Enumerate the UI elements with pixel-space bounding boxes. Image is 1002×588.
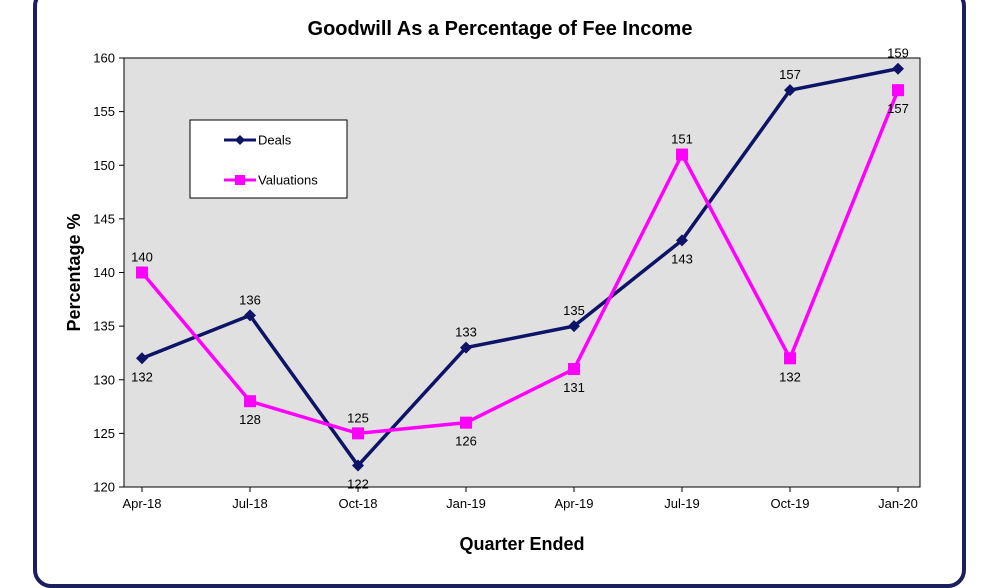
data-label-valuations: 131	[563, 380, 585, 395]
x-tick-label: Apr-19	[554, 496, 593, 511]
data-point-deals	[784, 84, 796, 97]
series-line-valuations	[140, 89, 900, 436]
legend-marker	[235, 175, 245, 185]
legend-label-deals: Deals	[258, 133, 292, 148]
y-tick-label: 140	[93, 265, 115, 280]
y-tick-label: 150	[93, 158, 115, 173]
data-point-valuations	[460, 416, 472, 429]
x-tick-label: Jul-19	[664, 496, 699, 511]
y-tick-label: 130	[93, 372, 115, 387]
series-layer: 132 136 122 133 135 143 157 159 140 128 125 126 131 1…	[131, 46, 909, 492]
data-point-deals	[244, 309, 256, 322]
data-point-valuations	[352, 427, 364, 440]
chart: Goodwill As a Percentage of Fee Income 1…	[64, 18, 921, 554]
y-axis-title: Percentage %	[64, 213, 84, 331]
data-label-deals: 157	[779, 67, 801, 82]
x-axis: Apr-18 Jul-18 Oct-18 Jan-19 Apr-19 Jul-19 Oct-…	[122, 487, 918, 511]
data-label-deals: 133	[455, 325, 477, 340]
data-label-valuations: 157	[887, 101, 909, 116]
data-label-deals: 143	[671, 251, 693, 266]
x-tick-label: Jan-20	[878, 496, 918, 511]
x-tick-label: Oct-19	[770, 496, 809, 511]
data-label-deals: 136	[239, 292, 261, 307]
data-label-valuations: 125	[347, 410, 369, 425]
y-axis: 120 125 130 135 140 145 150 155 160	[93, 51, 124, 495]
data-point-valuations	[136, 266, 148, 279]
data-point-deals	[460, 341, 472, 354]
data-label-valuations: 128	[239, 412, 261, 427]
x-tick-label: Jan-19	[446, 496, 486, 511]
x-tick-label: Apr-18	[122, 496, 161, 511]
y-tick-label: 160	[93, 51, 115, 66]
data-label-valuations: 126	[455, 434, 477, 449]
chart-title: Goodwill As a Percentage of Fee Income	[308, 18, 693, 40]
y-tick-label: 120	[93, 480, 115, 495]
y-tick-label: 145	[93, 211, 115, 226]
data-point-valuations	[784, 352, 796, 365]
legend-box	[189, 119, 348, 199]
x-tick-label: Oct-18	[338, 496, 377, 511]
data-point-valuations	[568, 363, 580, 376]
data-point-deals	[892, 62, 904, 75]
data-label-valuations: 151	[671, 132, 693, 147]
data-point-deals	[352, 459, 364, 472]
data-point-valuations	[676, 148, 688, 161]
data-label-deals: 132	[131, 369, 153, 384]
data-label-deals: 122	[347, 477, 369, 492]
data-point-deals	[568, 320, 580, 333]
data-label-valuations: 140	[131, 250, 153, 265]
data-point-valuations	[892, 84, 904, 97]
data-label-deals: 135	[563, 303, 585, 318]
y-tick-label: 125	[93, 426, 115, 441]
y-tick-label: 155	[93, 104, 115, 119]
y-tick-label: 135	[93, 319, 115, 334]
legend: Deals Valuations	[189, 119, 348, 199]
x-axis-title: Quarter Ended	[459, 534, 584, 554]
data-label-deals: 159	[887, 46, 909, 61]
legend-marker	[235, 135, 245, 145]
data-point-valuations	[244, 395, 256, 408]
data-point-deals	[136, 352, 148, 365]
data-label-valuations: 132	[779, 369, 801, 384]
x-tick-label: Jul-18	[232, 496, 267, 511]
data-point-deals	[676, 234, 688, 247]
series-line-deals	[141, 67, 899, 469]
legend-label-valuations: Valuations	[258, 173, 318, 188]
